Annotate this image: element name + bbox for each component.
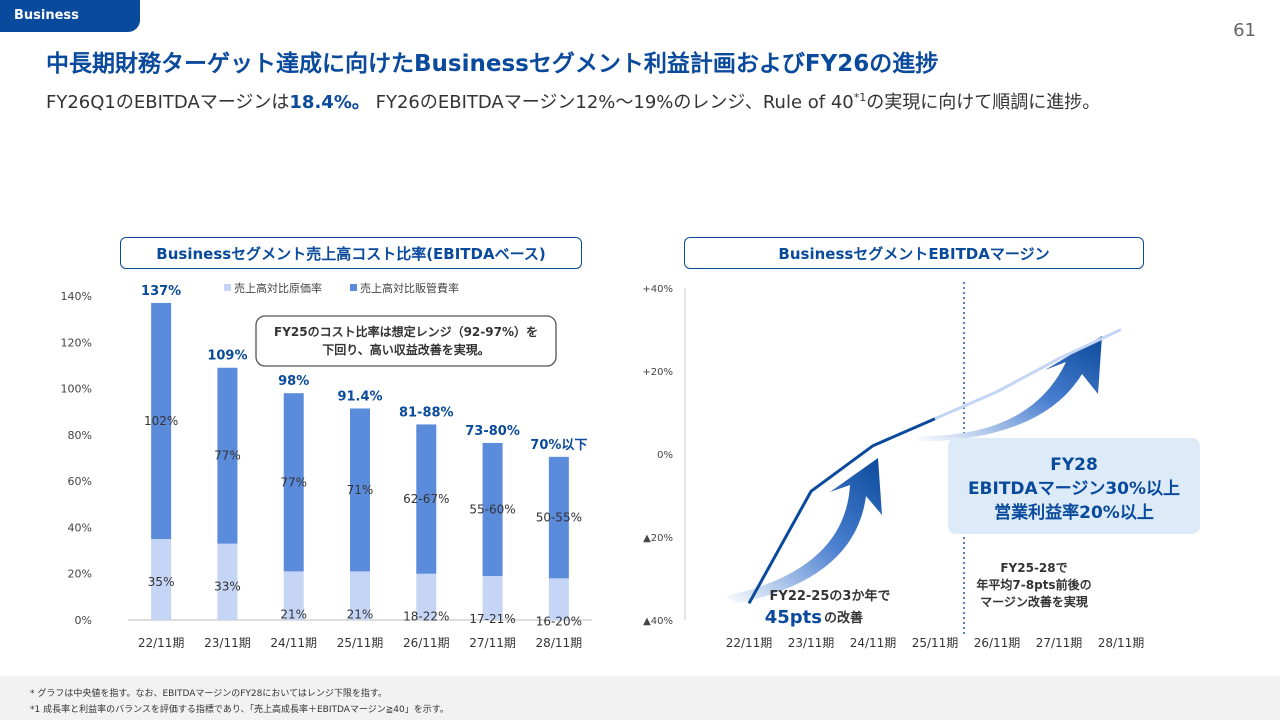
segment-tag: Business segment bbox=[0, 0, 140, 55]
x-tick-label: 23/11期 bbox=[788, 636, 835, 650]
subtitle-pre: FY26Q1のEBITDAマージンは bbox=[46, 92, 290, 113]
sga-data-label: 62-67% bbox=[403, 492, 449, 506]
x-tick-label: 27/11期 bbox=[469, 636, 516, 650]
total-data-label: 137% bbox=[141, 284, 181, 299]
x-tick-label: 25/11期 bbox=[337, 636, 384, 650]
y-tick-label: 80% bbox=[68, 429, 92, 442]
improvement-arrow-left bbox=[726, 458, 882, 604]
cost-ratio-chart: 0% 20% 40% 60% 80% 100% 120% 140% 35% 102% 137% 22/… bbox=[61, 281, 592, 650]
bar-sga-ratio bbox=[283, 393, 304, 572]
bar-sga-ratio bbox=[482, 442, 503, 577]
cogs-data-label: 18-22% bbox=[403, 610, 449, 624]
cogs-data-label: 21% bbox=[280, 607, 307, 621]
total-data-label: 70%以下 bbox=[530, 438, 587, 453]
y-tick-label: +20% bbox=[642, 367, 673, 378]
bar-sga-ratio bbox=[416, 424, 437, 574]
y-tick-label: 120% bbox=[61, 336, 92, 349]
x-tick-label: 25/11期 bbox=[912, 636, 959, 650]
bar-sga-ratio bbox=[217, 367, 238, 544]
bar-sga-ratio bbox=[151, 302, 172, 539]
y-tick-label: 0% bbox=[75, 614, 92, 627]
sga-data-label: 55-60% bbox=[469, 502, 515, 516]
improvement-note-left: FY22-25の3か年で bbox=[770, 588, 891, 604]
x-tick-label: 28/11期 bbox=[536, 636, 583, 650]
legend-label-sga: 売上高対比販管費率 bbox=[360, 281, 459, 295]
ebitda-margin-chart-title: BusinessセグメントEBITDAマージン bbox=[684, 237, 1144, 269]
legend-swatch-cogs bbox=[224, 284, 231, 291]
subtitle-highlight: 18.4%。 bbox=[289, 92, 370, 113]
improvement-note-right: マージン改善を実現 bbox=[980, 594, 1088, 609]
ebitda-actual-line bbox=[747, 417, 936, 605]
y-tick-label: 20% bbox=[68, 568, 92, 581]
annotation-line-1: FY25のコスト比率は想定レンジ（92-97%）を bbox=[274, 324, 538, 339]
y-tick-label: ▲20% bbox=[643, 533, 673, 544]
y-tick-label: ▲40% bbox=[643, 616, 673, 627]
sga-data-label: 102% bbox=[144, 414, 178, 428]
improvement-note-right: FY25-28で bbox=[1000, 561, 1067, 575]
bar-sga-ratio bbox=[350, 408, 370, 572]
cogs-data-label: 17-21% bbox=[469, 612, 515, 626]
bar-cogs-ratio bbox=[217, 543, 238, 620]
total-data-label: 98% bbox=[278, 374, 309, 389]
callout-line: EBITDAマージン30%以上 bbox=[968, 479, 1180, 499]
x-tick-label: 24/11期 bbox=[270, 636, 317, 650]
total-data-label: 91.4% bbox=[337, 389, 382, 404]
cogs-data-label: 35% bbox=[148, 575, 175, 589]
improvement-note-suffix: の改善 bbox=[824, 610, 863, 626]
x-tick-label: 23/11期 bbox=[204, 636, 251, 650]
bar-sga-ratio bbox=[548, 456, 569, 579]
x-tick-label: 28/11期 bbox=[1098, 636, 1145, 650]
footer: * グラフは中央値を指す。なお、EBITDAマージンのFY28においてはレンジ下… bbox=[0, 676, 1280, 720]
x-tick-label: 24/11期 bbox=[850, 636, 897, 650]
y-tick-label: +40% bbox=[642, 284, 673, 295]
x-tick-label: 22/11期 bbox=[138, 636, 185, 650]
page-number: 61 bbox=[1233, 20, 1256, 41]
sga-data-label: 50-55% bbox=[536, 511, 582, 525]
annotation-box bbox=[255, 315, 557, 367]
x-tick-label: 26/11期 bbox=[974, 636, 1021, 650]
y-tick-label: 140% bbox=[61, 290, 92, 303]
cogs-data-label: 21% bbox=[347, 607, 374, 621]
total-data-label: 109% bbox=[207, 349, 247, 364]
page-title: 中長期財務ターゲット達成に向けたBusinessセグメント利益計画およびFY26… bbox=[46, 51, 939, 77]
total-data-label: 73-80% bbox=[465, 424, 520, 439]
x-tick-label: 27/11期 bbox=[1036, 636, 1083, 650]
improvement-note-right: 年平均7-8pts前後の bbox=[976, 577, 1091, 592]
cogs-data-label: 16-20% bbox=[536, 614, 582, 628]
page-subtitle: FY26Q1のEBITDAマージンは18.4%。 FY26のEBITDAマージン… bbox=[46, 88, 1100, 114]
bar-cogs-ratio bbox=[151, 539, 172, 620]
sga-data-label: 77% bbox=[214, 449, 241, 463]
fy28-target-callout bbox=[948, 438, 1200, 534]
cost-ratio-chart-title: Businessセグメント売上高コスト比率(EBITDAベース) bbox=[120, 237, 582, 269]
y-tick-label: 60% bbox=[68, 475, 92, 488]
sga-data-label: 77% bbox=[280, 475, 307, 489]
sga-data-label: 71% bbox=[347, 483, 374, 497]
legend-swatch-sga bbox=[350, 284, 357, 291]
legend-label-cogs: 売上高対比原価率 bbox=[234, 281, 322, 295]
x-tick-label: 22/11期 bbox=[726, 636, 773, 650]
improvement-note-big: 45pts bbox=[765, 607, 822, 628]
cogs-data-label: 33% bbox=[214, 580, 241, 594]
subtitle-footnote-ref: *1 bbox=[853, 91, 867, 104]
bar-cogs-ratio bbox=[482, 576, 503, 620]
bar-cogs-ratio bbox=[548, 578, 569, 620]
y-tick-label: 100% bbox=[61, 383, 92, 396]
footnote-2: *1 成長率と利益率のバランスを評価する指標であり、「売上高成長率＋EBITDA… bbox=[30, 705, 449, 715]
ebitda-plan-line bbox=[934, 328, 1122, 421]
subtitle-mid: FY26のEBITDAマージン12%～19%のレンジ、Rule of 40 bbox=[375, 92, 854, 113]
footnote-1: * グラフは中央値を指す。なお、EBITDAマージンのFY28においてはレンジ下… bbox=[30, 689, 388, 699]
ebitda-margin-chart: ▲40% ▲20% 0% +20% +40% 22/11期 23/11期 24/11期 25/1… bbox=[642, 282, 1200, 650]
bar-cogs-ratio bbox=[416, 573, 437, 620]
improvement-arrow-right bbox=[916, 336, 1102, 442]
subtitle-post: の実現に向けて順調に進捗。 bbox=[866, 92, 1101, 113]
total-data-label: 81-88% bbox=[399, 405, 454, 420]
y-tick-label: 0% bbox=[657, 450, 673, 461]
bar-cogs-ratio bbox=[350, 571, 370, 620]
annotation-line-2: 下回り、高い収益改善を実現。 bbox=[322, 342, 490, 357]
bar-cogs-ratio bbox=[283, 571, 304, 620]
x-tick-label: 26/11期 bbox=[403, 636, 450, 650]
callout-line: FY28 bbox=[1050, 455, 1098, 475]
y-tick-label: 40% bbox=[68, 521, 92, 534]
callout-line: 営業利益率20%以上 bbox=[994, 502, 1154, 523]
